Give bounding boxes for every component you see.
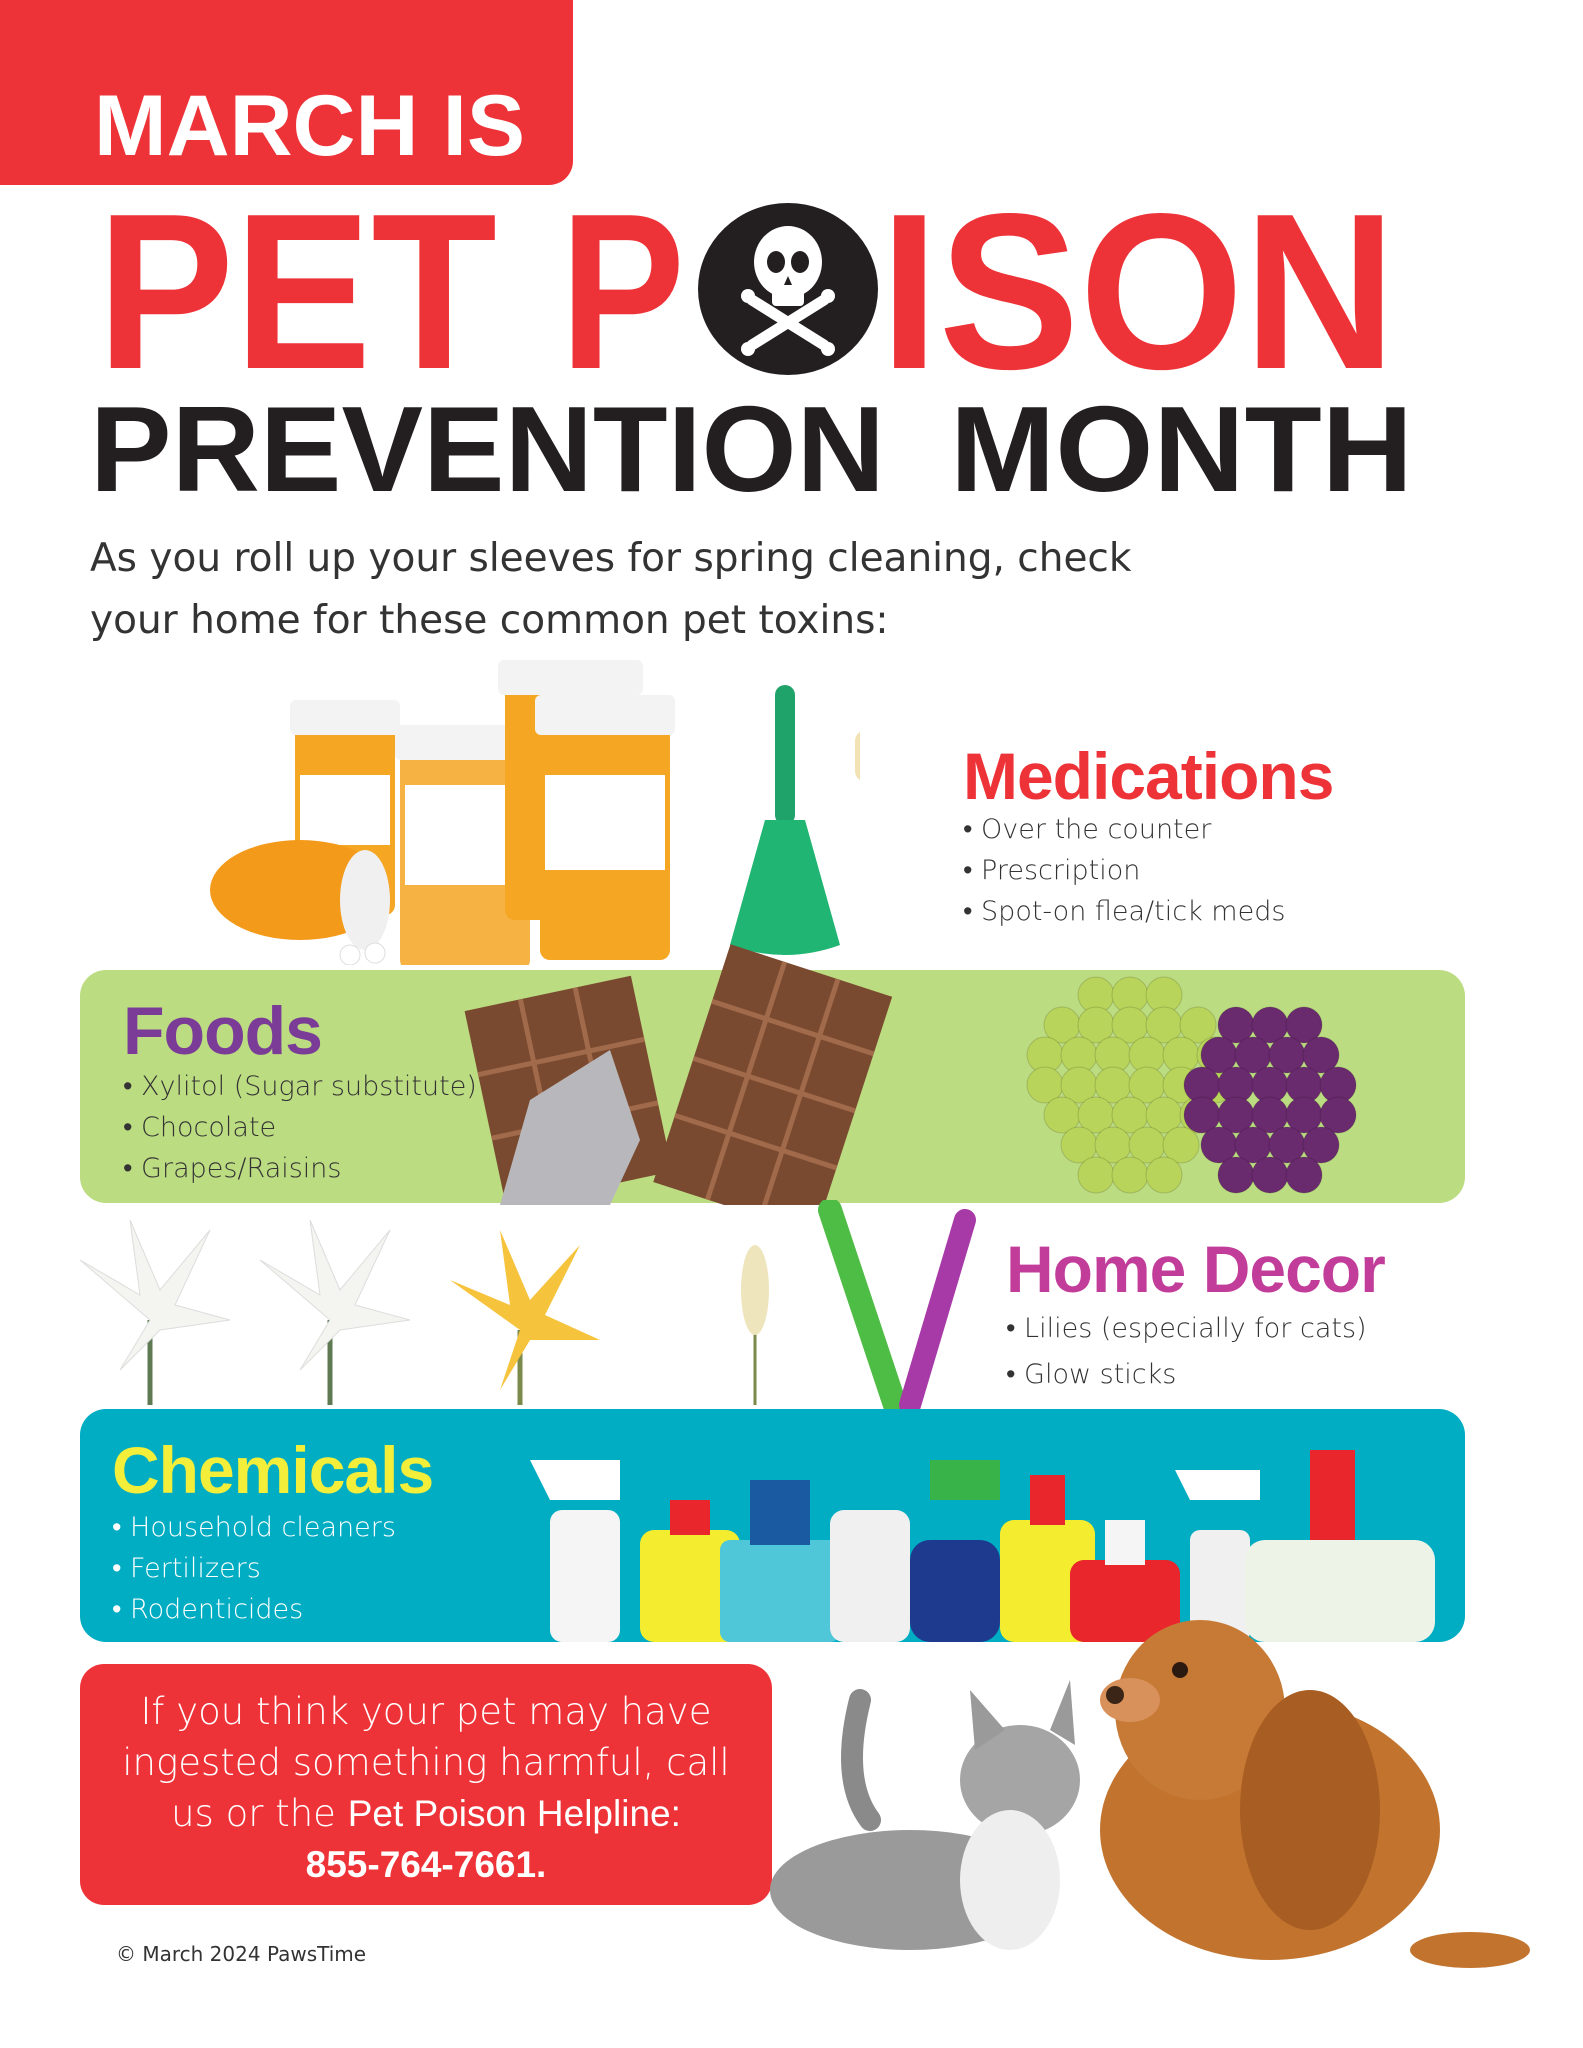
grape — [1319, 1096, 1357, 1134]
grape — [1285, 1006, 1323, 1044]
list-item: Over the counter — [963, 809, 1285, 850]
subtitle-prevention: PREVENTION — [90, 381, 885, 517]
helpline-name: Pet Poison Helpline: — [347, 1793, 681, 1834]
grape — [1145, 1156, 1183, 1194]
list-item: Lilies (especially for cats) — [1006, 1306, 1367, 1352]
chemicals-title: Chemicals — [112, 1433, 434, 1507]
helpline-line-3-prefix: us or the — [171, 1792, 348, 1835]
helpline-line-3: us or the Pet Poison Helpline: — [80, 1788, 772, 1839]
home-decor-list: Lilies (especially for cats) Glow sticks — [1006, 1306, 1367, 1398]
list-item: Chocolate — [123, 1107, 477, 1148]
grape — [1077, 1156, 1115, 1194]
grape — [1162, 1126, 1200, 1164]
intro-text: As you roll up your sleeves for spring c… — [90, 528, 1131, 652]
copyright: © March 2024 PawsTime — [116, 1942, 367, 1966]
title-ison: ISON — [880, 168, 1396, 416]
grape — [1285, 1156, 1323, 1194]
cat-icon — [770, 1680, 1080, 1950]
title-p: P — [560, 168, 685, 416]
skull-crossbones-icon — [698, 203, 878, 375]
list-item: Rodenticides — [112, 1589, 396, 1630]
list-item: Xylitol (Sugar substitute) — [123, 1066, 477, 1107]
pill-icon — [855, 731, 860, 781]
grape — [1302, 1126, 1340, 1164]
grape — [1111, 1156, 1149, 1194]
helpline-line-2: ingested something harmful, call — [122, 1741, 730, 1784]
spot-on-applicator-icon — [730, 685, 840, 955]
list-item: Household cleaners — [112, 1507, 396, 1548]
list-item: Glow sticks — [1006, 1352, 1367, 1398]
home-decor-image — [79, 1200, 976, 1415]
medications-title: Medications — [963, 739, 1334, 813]
medications-list: Over the counter Prescription Spot-on fl… — [963, 809, 1285, 932]
foods-list: Xylitol (Sugar substitute) Chocolate Gra… — [123, 1066, 477, 1189]
grape — [1302, 1036, 1340, 1074]
list-item: Spot-on flea/tick meds — [963, 891, 1285, 932]
grapes-icon — [1026, 976, 1357, 1194]
chemicals-list: Household cleaners Fertilizers Rodentici… — [112, 1507, 396, 1630]
grape — [1179, 1006, 1217, 1044]
home-decor-title: Home Decor — [1006, 1232, 1386, 1306]
kicker-banner — [0, 0, 573, 185]
helpline-line-1: If you think your pet may have — [140, 1690, 712, 1733]
grape — [1217, 1156, 1255, 1194]
intro-line-1: As you roll up your sleeves for spring c… — [90, 536, 1132, 581]
medications-image — [210, 660, 860, 965]
subtitle-month: MONTH — [950, 381, 1413, 517]
lily-flower-icon — [79, 1219, 769, 1405]
intro-line-2: your home for these common pet toxins: — [90, 598, 889, 643]
list-item: Grapes/Raisins — [123, 1148, 477, 1189]
kicker-text: MARCH IS — [94, 78, 525, 174]
foods-image — [464, 944, 1357, 1205]
helpline-box: If you think your pet may have ingested … — [80, 1664, 772, 1905]
grape — [1251, 1156, 1289, 1194]
pets-image — [770, 1620, 1530, 1968]
title-pet: PET — [97, 168, 497, 416]
chocolate-bar-icon — [464, 944, 893, 1205]
pill-bottle-icon — [210, 660, 675, 965]
title-graphic: MARCH IS PET P ISON PREVENTION MONTH — [90, 78, 1413, 517]
list-item: Fertilizers — [112, 1548, 396, 1589]
helpline-phone[interactable]: 855-764-7661. — [305, 1844, 547, 1885]
dog-icon — [1100, 1620, 1530, 1968]
list-item: Prescription — [963, 850, 1285, 891]
chemicals-image — [530, 1450, 1435, 1642]
cleaning-bottles-icon — [530, 1450, 1435, 1642]
foods-title: Foods — [123, 993, 323, 1069]
glow-stick-icon — [818, 1200, 976, 1415]
